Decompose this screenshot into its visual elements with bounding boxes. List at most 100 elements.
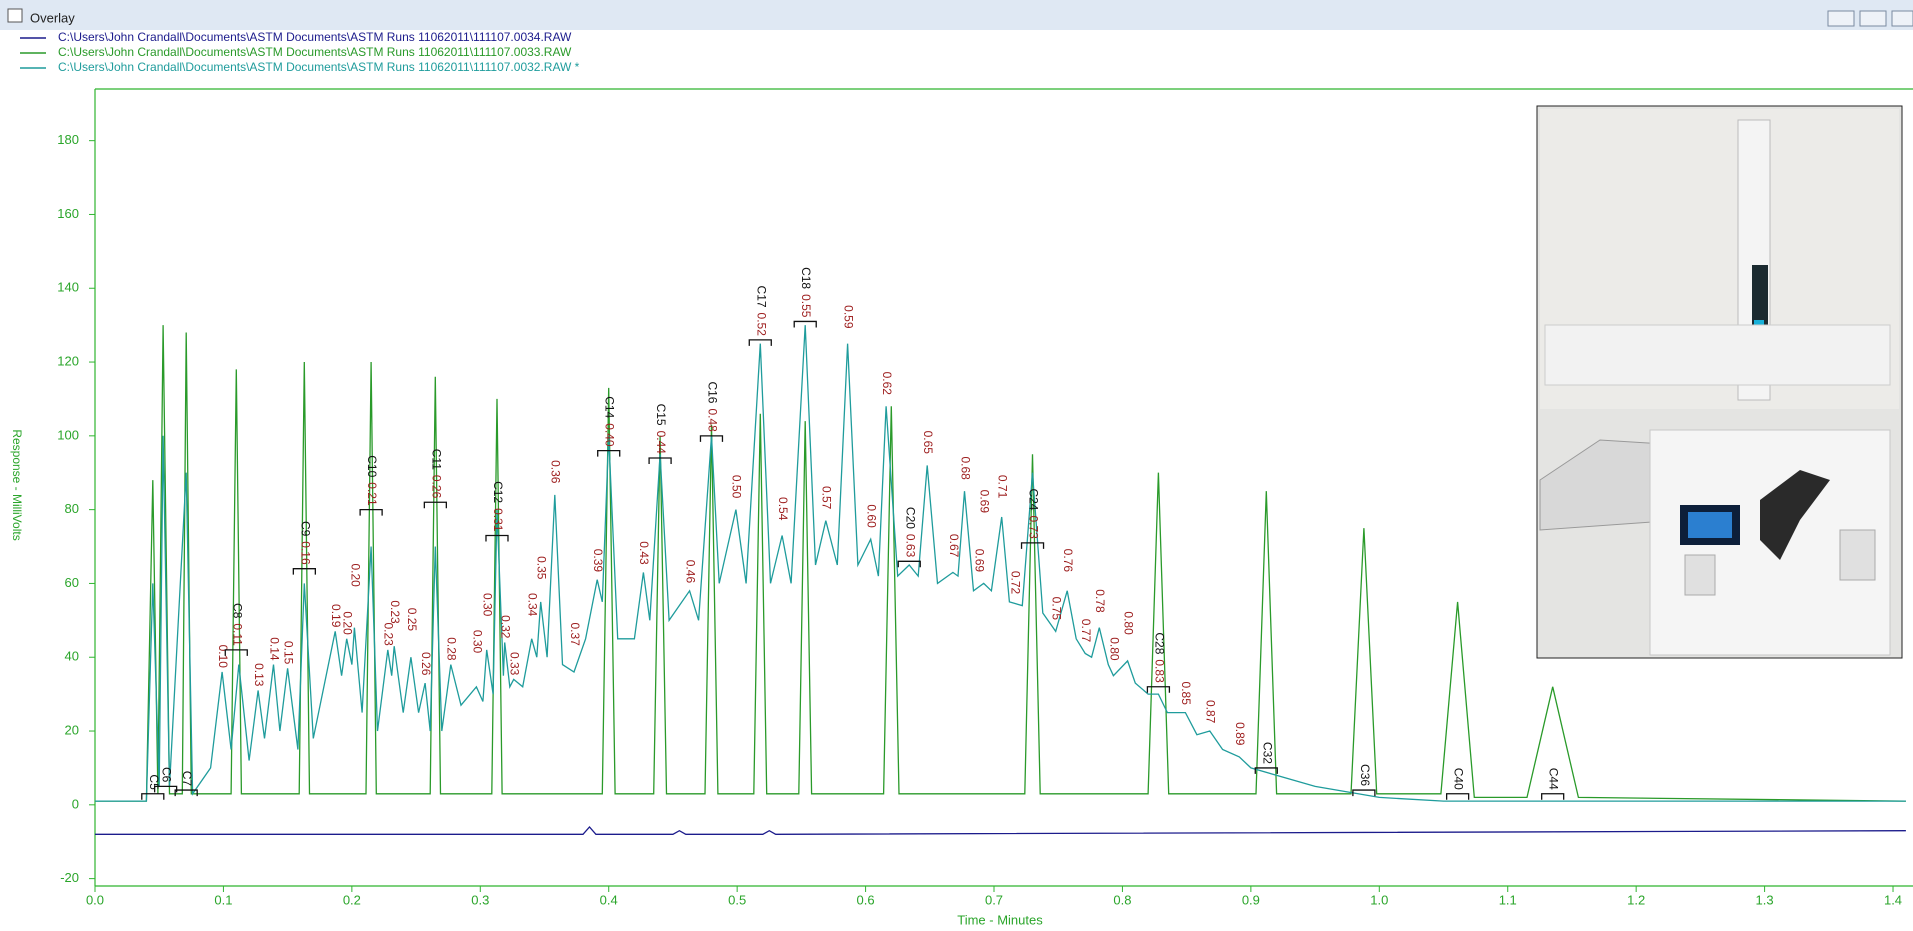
y-tick-label: 60: [65, 575, 79, 590]
y-tick-label: -20: [60, 870, 79, 885]
peak-label: 0.80: [1107, 637, 1121, 661]
component-label: C7: [180, 771, 194, 787]
component-name: C14: [603, 396, 617, 418]
x-tick-label: 1.1: [1499, 892, 1517, 907]
peak-label: 0.25: [405, 608, 419, 632]
bracket: [423, 501, 447, 509]
bracket: [1254, 767, 1278, 774]
bracket: [141, 793, 165, 800]
peak-label: 0.30: [481, 593, 495, 617]
y-tick-label: 0: [72, 796, 79, 811]
component-label: C15 0.44: [654, 404, 668, 455]
peak-label: 0.65: [921, 431, 935, 455]
component-name: C11: [429, 449, 443, 470]
component-label: C20 0.63: [903, 507, 917, 558]
minimize-button[interactable]: [1827, 10, 1855, 27]
y-tick-label: 140: [57, 280, 79, 295]
peak-label: 0.68: [958, 456, 972, 480]
close-button[interactable]: [1891, 10, 1913, 27]
y-tick-label: 160: [57, 206, 79, 221]
component-label: C5: [147, 774, 161, 790]
component-name: C44: [1547, 768, 1561, 790]
component-name: C12: [491, 481, 505, 503]
bracket: [597, 449, 621, 457]
component-index: 0.63: [903, 534, 917, 558]
component-index: 0.52: [754, 313, 768, 337]
peak-label: 0.14: [267, 637, 281, 661]
instrument-photo: [1536, 105, 1903, 659]
window-icon: [7, 8, 23, 23]
peak-label: 0.71: [996, 475, 1010, 499]
component-index: 0.21: [365, 482, 379, 506]
component-name: C24: [1026, 488, 1040, 510]
component-index: 0.31: [491, 508, 505, 532]
peak-label: 0.23: [388, 600, 402, 624]
peak-label: 0.77: [1079, 619, 1093, 643]
bracket: [748, 339, 772, 346]
bracket: [1352, 789, 1376, 797]
component-label: C32: [1260, 742, 1274, 764]
x-tick-label: 0.9: [1242, 892, 1260, 907]
window-title: Overlay: [30, 10, 75, 25]
y-tick-label: 180: [57, 132, 79, 147]
peak-label: 0.67: [947, 534, 961, 558]
bracket: [1541, 793, 1565, 800]
x-tick-label: 0.6: [857, 892, 875, 907]
x-tick-label: 0.3: [471, 892, 489, 907]
x-tick-label: 0.0: [86, 892, 104, 907]
trace: [95, 826, 1906, 835]
component-name: C32: [1260, 742, 1274, 764]
component-label: C12 0.31: [491, 481, 505, 532]
bracket: [648, 457, 672, 464]
x-tick-label: 0.4: [600, 892, 618, 907]
peak-label: 0.30: [470, 630, 484, 654]
peak-label: 0.43: [637, 541, 651, 565]
component-index: 0.40: [603, 423, 617, 447]
peak-label: 0.60: [865, 504, 879, 528]
component-index: 0.11: [230, 623, 244, 646]
component-label: C18 0.55: [799, 267, 813, 318]
peak-label: 0.35: [534, 556, 548, 580]
component-label: C11 0.26: [429, 449, 443, 499]
peak-label: 0.15: [281, 641, 295, 665]
component-name: C36: [1358, 764, 1372, 786]
maximize-button[interactable]: [1859, 10, 1887, 27]
component-name: C17: [754, 286, 768, 308]
y-tick-label: 80: [65, 501, 79, 516]
y-tick-label: 120: [57, 353, 79, 368]
peak-label: 0.80: [1121, 611, 1135, 635]
component-name: C40: [1451, 768, 1465, 790]
peak-label: 0.69: [978, 490, 992, 514]
component-label: C16 0.48: [705, 381, 719, 432]
component-name: C20: [903, 507, 917, 529]
component-label: C17 0.52: [754, 286, 768, 337]
bracket: [1445, 793, 1470, 800]
x-tick-label: 1.3: [1756, 892, 1774, 907]
component-index: 0.55: [799, 294, 813, 318]
component-name: C9: [298, 521, 312, 537]
component-index: 0.44: [654, 431, 668, 455]
bracket: [359, 508, 383, 516]
peak-label: 0.76: [1061, 549, 1075, 573]
peak-label: 0.37: [568, 622, 582, 646]
y-tick-label: 20: [65, 722, 79, 737]
peak-label: 0.19: [329, 604, 343, 628]
y-tick-label: 40: [65, 649, 79, 664]
x-tick-label: 1.4: [1884, 892, 1902, 907]
peak-label: 0.50: [730, 475, 744, 499]
x-tick-label: 0.5: [728, 892, 746, 907]
legend-label: C:\Users\John Crandall\Documents\ASTM Do…: [58, 30, 572, 44]
peak-label: 0.69: [972, 549, 986, 573]
component-name: C15: [654, 404, 668, 426]
bracket: [485, 534, 509, 542]
peak-label: 0.13: [252, 663, 266, 687]
peak-label: 0.72: [1008, 571, 1022, 595]
y-tick-label: 100: [57, 427, 79, 442]
component-label: C36: [1358, 764, 1372, 786]
x-tick-label: 0.1: [214, 892, 232, 907]
component-index: 0.83: [1152, 659, 1166, 683]
title-bar: [0, 0, 1913, 30]
peak-label: 0.34: [525, 593, 539, 617]
peak-label: 0.36: [549, 460, 563, 484]
